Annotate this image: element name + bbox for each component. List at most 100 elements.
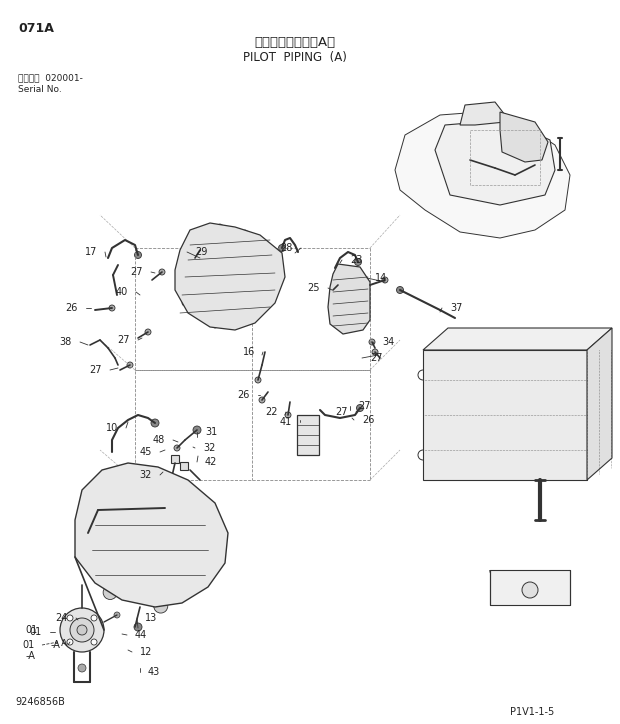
Text: PILOT  PIPING  (A): PILOT PIPING (A) [243, 51, 347, 64]
Circle shape [152, 527, 168, 543]
Circle shape [267, 297, 273, 303]
Circle shape [335, 282, 341, 288]
Circle shape [109, 305, 115, 311]
Circle shape [356, 405, 363, 411]
Text: 26: 26 [362, 415, 374, 425]
Text: 32: 32 [203, 443, 215, 453]
Circle shape [485, 173, 495, 183]
Polygon shape [395, 112, 570, 238]
Circle shape [578, 370, 588, 380]
Circle shape [515, 405, 535, 425]
Circle shape [91, 615, 97, 621]
Text: 27: 27 [358, 401, 371, 411]
Text: 34: 34 [382, 337, 394, 347]
Circle shape [77, 625, 87, 635]
Circle shape [488, 148, 498, 158]
Circle shape [498, 171, 508, 181]
Circle shape [242, 230, 248, 236]
Circle shape [212, 322, 218, 328]
Circle shape [149, 502, 159, 513]
Circle shape [70, 618, 94, 642]
Text: -A: -A [50, 640, 60, 650]
Text: パイロット配管（A）: パイロット配管（A） [254, 35, 335, 49]
Circle shape [138, 513, 182, 557]
Circle shape [172, 508, 182, 518]
Text: 48: 48 [153, 435, 165, 445]
Circle shape [93, 538, 137, 582]
Text: P1V1-1-5: P1V1-1-5 [510, 707, 554, 717]
Circle shape [172, 552, 182, 562]
Circle shape [145, 329, 151, 335]
Bar [297, 415, 319, 455]
Circle shape [285, 412, 291, 418]
Text: 16: 16 [243, 347, 255, 357]
Text: 44: 44 [135, 630, 148, 640]
Text: 37: 37 [450, 303, 463, 313]
Circle shape [498, 153, 508, 163]
Circle shape [269, 262, 275, 268]
Circle shape [154, 599, 168, 613]
Text: 42: 42 [205, 457, 218, 467]
Circle shape [259, 397, 265, 403]
Circle shape [185, 250, 191, 256]
Circle shape [134, 623, 142, 631]
Polygon shape [328, 264, 370, 334]
Text: 26: 26 [66, 303, 78, 313]
Bar [490, 570, 570, 605]
Circle shape [247, 317, 253, 323]
Text: 27: 27 [335, 407, 348, 417]
Circle shape [382, 277, 388, 283]
Text: 25: 25 [308, 283, 320, 293]
Polygon shape [423, 350, 587, 480]
Circle shape [197, 569, 211, 583]
Circle shape [105, 550, 125, 570]
Text: 17: 17 [84, 247, 97, 257]
Circle shape [183, 530, 193, 540]
Circle shape [161, 502, 169, 508]
Text: - A: - A [55, 639, 67, 647]
Text: 27: 27 [130, 267, 143, 277]
Polygon shape [435, 120, 555, 205]
Text: 43: 43 [148, 667, 160, 677]
Circle shape [477, 367, 573, 463]
Text: 24: 24 [56, 613, 68, 623]
Circle shape [262, 242, 268, 248]
Text: 38: 38 [60, 337, 72, 347]
Circle shape [174, 445, 180, 451]
Text: Serial No.: Serial No. [18, 85, 62, 95]
Circle shape [418, 450, 428, 460]
Circle shape [67, 615, 73, 621]
Circle shape [135, 251, 141, 258]
Polygon shape [175, 223, 285, 330]
Text: 10: 10 [106, 423, 118, 433]
Circle shape [197, 247, 203, 253]
Circle shape [149, 557, 159, 568]
Polygon shape [587, 328, 612, 480]
Text: 32: 32 [140, 470, 152, 480]
Text: 40: 40 [116, 287, 128, 297]
Circle shape [522, 582, 538, 598]
Text: 13: 13 [145, 613, 157, 623]
Circle shape [578, 450, 588, 460]
Text: 29: 29 [195, 247, 207, 257]
Circle shape [130, 542, 140, 552]
Circle shape [355, 258, 361, 266]
Text: 27: 27 [118, 335, 130, 345]
Text: 01: 01 [26, 625, 38, 635]
Circle shape [478, 155, 488, 165]
Circle shape [159, 269, 165, 275]
Circle shape [103, 586, 117, 599]
Text: 28: 28 [281, 243, 293, 253]
Circle shape [193, 426, 201, 434]
Text: 23: 23 [350, 255, 362, 265]
Circle shape [495, 385, 555, 445]
Text: 9246856B: 9246856B [15, 697, 65, 707]
Text: -A: -A [25, 651, 35, 661]
Circle shape [103, 490, 117, 505]
Circle shape [151, 419, 159, 427]
Circle shape [60, 608, 104, 652]
Circle shape [418, 370, 428, 380]
Circle shape [122, 497, 198, 573]
Circle shape [127, 362, 133, 368]
Circle shape [67, 639, 73, 645]
